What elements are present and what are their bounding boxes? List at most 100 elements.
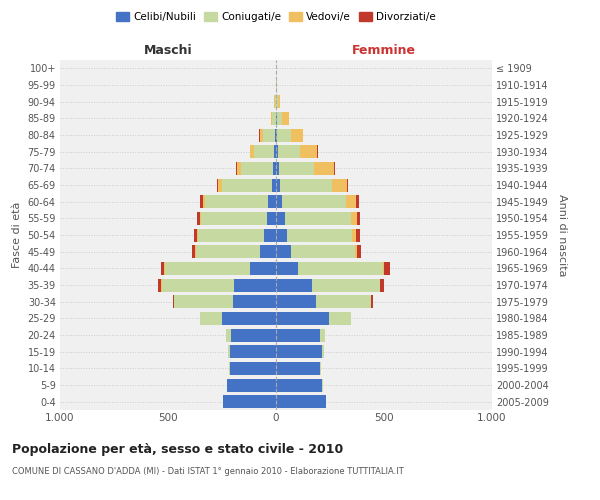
Bar bbox=[264, 228, 276, 241]
Bar bbox=[298, 262, 383, 275]
Bar bbox=[276, 162, 279, 175]
Bar bbox=[276, 245, 291, 258]
Bar bbox=[311, 278, 380, 291]
Bar bbox=[357, 212, 360, 225]
Bar bbox=[347, 178, 349, 192]
Bar bbox=[274, 145, 276, 158]
Y-axis label: Anni di nascita: Anni di nascita bbox=[557, 194, 568, 276]
Bar bbox=[276, 328, 320, 342]
Bar bbox=[260, 128, 263, 141]
Bar bbox=[279, 162, 314, 175]
Bar bbox=[276, 362, 320, 375]
Bar bbox=[161, 278, 234, 291]
Bar bbox=[272, 112, 275, 125]
Bar bbox=[230, 345, 276, 358]
Bar bbox=[346, 195, 356, 208]
Bar bbox=[158, 278, 161, 291]
Bar bbox=[322, 345, 323, 358]
Bar bbox=[194, 228, 197, 241]
Bar bbox=[203, 195, 205, 208]
Bar bbox=[276, 278, 311, 291]
Bar bbox=[233, 295, 276, 308]
Bar bbox=[380, 278, 383, 291]
Bar bbox=[332, 178, 347, 192]
Bar bbox=[276, 262, 298, 275]
Bar bbox=[200, 212, 202, 225]
Bar bbox=[226, 328, 230, 342]
Bar bbox=[254, 145, 274, 158]
Bar bbox=[280, 178, 332, 192]
Bar bbox=[384, 262, 391, 275]
Bar bbox=[260, 245, 276, 258]
Bar bbox=[230, 328, 276, 342]
Bar bbox=[276, 228, 287, 241]
Bar bbox=[276, 212, 284, 225]
Bar bbox=[276, 345, 322, 358]
Bar bbox=[276, 195, 283, 208]
Bar bbox=[241, 162, 273, 175]
Bar bbox=[291, 128, 303, 141]
Bar bbox=[272, 178, 276, 192]
Bar bbox=[271, 112, 272, 125]
Bar bbox=[276, 395, 326, 408]
Bar bbox=[284, 212, 350, 225]
Text: Maschi: Maschi bbox=[143, 44, 193, 57]
Bar bbox=[276, 378, 322, 392]
Bar bbox=[222, 312, 276, 325]
Bar bbox=[237, 162, 241, 175]
Text: Femmine: Femmine bbox=[352, 44, 416, 57]
Bar bbox=[268, 195, 276, 208]
Bar bbox=[268, 212, 276, 225]
Bar bbox=[236, 162, 237, 175]
Bar bbox=[217, 178, 218, 192]
Bar bbox=[222, 178, 272, 192]
Bar bbox=[278, 95, 280, 108]
Bar bbox=[200, 312, 222, 325]
Bar bbox=[356, 195, 359, 208]
Bar bbox=[277, 95, 278, 108]
Bar bbox=[282, 112, 289, 125]
Bar bbox=[291, 245, 355, 258]
Bar bbox=[192, 245, 196, 258]
Bar bbox=[277, 128, 291, 141]
Bar bbox=[196, 245, 260, 258]
Text: Popolazione per età, sesso e stato civile - 2010: Popolazione per età, sesso e stato civil… bbox=[12, 442, 343, 456]
Bar bbox=[350, 212, 357, 225]
Bar bbox=[383, 262, 384, 275]
Bar bbox=[356, 228, 360, 241]
Bar bbox=[276, 145, 278, 158]
Bar bbox=[218, 178, 222, 192]
Bar bbox=[334, 162, 335, 175]
Bar bbox=[165, 262, 250, 275]
Bar bbox=[173, 295, 174, 308]
Bar bbox=[198, 228, 264, 241]
Bar bbox=[250, 145, 254, 158]
Bar bbox=[276, 112, 277, 125]
Bar bbox=[300, 145, 317, 158]
Bar bbox=[175, 295, 233, 308]
Bar bbox=[329, 312, 350, 325]
Bar bbox=[275, 95, 276, 108]
Bar bbox=[277, 112, 282, 125]
Bar bbox=[205, 195, 268, 208]
Bar bbox=[223, 395, 276, 408]
Bar bbox=[316, 295, 371, 308]
Bar bbox=[161, 262, 164, 275]
Bar bbox=[229, 345, 230, 358]
Bar bbox=[314, 162, 334, 175]
Bar bbox=[278, 145, 300, 158]
Bar bbox=[287, 228, 352, 241]
Bar bbox=[234, 278, 276, 291]
Bar bbox=[200, 195, 203, 208]
Bar bbox=[357, 245, 361, 258]
Bar bbox=[276, 128, 277, 141]
Y-axis label: Fasce di età: Fasce di età bbox=[12, 202, 22, 268]
Bar bbox=[202, 212, 268, 225]
Bar bbox=[263, 128, 275, 141]
Legend: Celibi/Nubili, Coniugati/e, Vedovi/e, Divorziati/e: Celibi/Nubili, Coniugati/e, Vedovi/e, Di… bbox=[112, 8, 440, 26]
Bar bbox=[352, 228, 356, 241]
Bar bbox=[275, 128, 276, 141]
Bar bbox=[230, 362, 276, 375]
Bar bbox=[197, 228, 198, 241]
Bar bbox=[320, 328, 325, 342]
